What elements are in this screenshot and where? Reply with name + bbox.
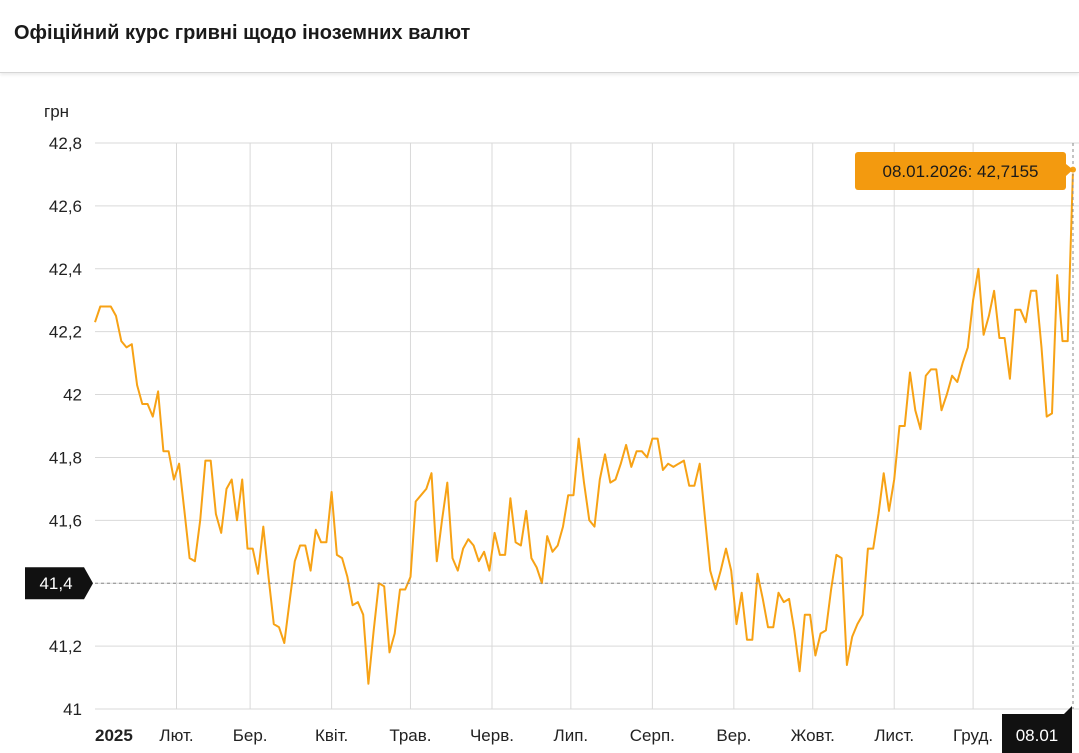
y-tick-label: 42,8 <box>49 134 82 153</box>
y-tick-label: 42,6 <box>49 197 82 216</box>
page-title: Офіційний курс гривні щодо іноземних вал… <box>14 22 471 44</box>
y-tick-label: 41,2 <box>49 637 82 656</box>
x-tick-label: Трав. <box>389 726 431 745</box>
y-tick-label: 41,8 <box>49 448 82 467</box>
x-tick-label: Лип. <box>554 726 589 745</box>
x-tick-label: Жовт. <box>791 726 835 745</box>
x-tick-label: Черв. <box>470 726 514 745</box>
y-axis-unit-label: грн <box>44 102 69 121</box>
tooltip-box <box>855 152 1066 190</box>
crosshair-y-marker <box>25 567 93 600</box>
x-tick-label: Бер. <box>233 726 268 745</box>
y-tick-label: 42,4 <box>49 260 82 279</box>
rate-line[interactable] <box>94 169 1074 685</box>
tooltip-pointer <box>1066 164 1073 176</box>
crosshair-layer: 41,4 08.01 08.01.2026: 42,7155 <box>25 143 1077 753</box>
y-tick-label: 42 <box>63 386 82 405</box>
header-bar: Офіційний курс гривні щодо іноземних вал… <box>0 0 1079 73</box>
grid <box>95 142 1079 710</box>
tooltip-text: 08.01.2026: 42,7155 <box>883 162 1039 181</box>
x-axis-ticks: 2025 Лют. Бер. Квіт. Трав. Черв. Лип. Серп. Вер.… <box>95 726 993 745</box>
y-tick-label: 41,6 <box>49 511 82 530</box>
x-tick-label: 2025 <box>95 726 133 745</box>
crosshair-x-label: 08.01 <box>1016 726 1059 745</box>
series-layer <box>94 169 1074 685</box>
crosshair-x-marker <box>1002 706 1072 753</box>
x-tick-label: Квіт. <box>315 726 348 745</box>
y-tick-label: 42,2 <box>49 323 82 342</box>
crosshair-y-label: 41,4 <box>39 574 72 593</box>
x-tick-label: Лист. <box>874 726 914 745</box>
x-tick-label: Лют. <box>159 726 193 745</box>
x-tick-label: Груд. <box>953 726 993 745</box>
y-tick-label: 41 <box>63 700 82 719</box>
x-tick-label: Вер. <box>716 726 751 745</box>
x-tick-label: Серп. <box>630 726 675 745</box>
